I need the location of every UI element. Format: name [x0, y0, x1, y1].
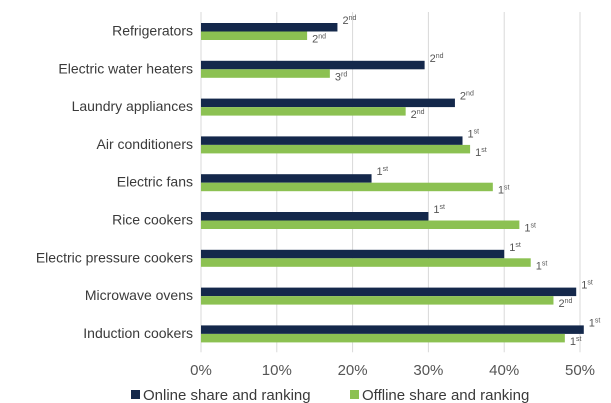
category-label: Refrigerators: [112, 23, 193, 39]
x-tick-label: 40%: [489, 362, 519, 379]
category-label: Electric pressure cookers: [36, 249, 193, 265]
legend-label-online: Online share and ranking: [143, 387, 311, 403]
rank-label-offline: 2nd: [558, 298, 572, 310]
rank-label-online: 2nd: [460, 91, 474, 103]
category-labels: Refrigerators Electric water heaters Laund…: [36, 23, 193, 341]
category-label: Electric water heaters: [58, 60, 193, 76]
rank-label-offline: 1st: [498, 185, 510, 197]
legend-swatch-offline: [350, 390, 359, 399]
category-label: Rice cookers: [112, 212, 193, 228]
bar-online: [201, 60, 425, 70]
bars: [201, 23, 584, 343]
rank-label-online: 1st: [468, 128, 480, 140]
rank-label-offline: 1st: [570, 336, 582, 348]
bar-offline: [201, 31, 308, 40]
bar-online: [201, 325, 584, 334]
category-label: Microwave ovens: [85, 287, 193, 303]
x-tick-label: 10%: [262, 362, 292, 379]
category-label: Induction cookers: [83, 325, 193, 341]
rank-label-online: 1st: [433, 204, 445, 216]
rank-label-offline: 1st: [475, 147, 487, 159]
rank-label-offline: 3rd: [335, 71, 347, 83]
bar-online: [201, 212, 429, 221]
rank-label-online: 2nd: [342, 15, 356, 27]
bar-online: [201, 249, 505, 259]
rank-labels: 2nd2nd2nd3rd2nd2nd1st1st1st1st1st1st1st1…: [312, 15, 600, 348]
bar-offline: [201, 69, 330, 78]
bar-offline: [201, 220, 520, 229]
rank-label-offline: 2nd: [411, 109, 425, 121]
legend-label-offline: Offline share and ranking: [362, 387, 529, 403]
rank-label-online: 1st: [377, 166, 389, 178]
bar-offline: [201, 333, 565, 343]
legend: Online share and ranking Offline share a…: [131, 387, 529, 403]
category-label: Laundry appliances: [72, 98, 193, 114]
category-label: Electric fans: [117, 174, 193, 190]
legend-swatch-online: [131, 390, 140, 399]
x-axis-tick-labels: 0% 10% 20% 30% 40% 50%: [190, 362, 595, 379]
rank-label-online: 1st: [581, 280, 593, 292]
rank-label-online: 2nd: [430, 53, 444, 65]
rank-label-offline: 1st: [536, 260, 548, 272]
rank-label-offline: 2nd: [312, 34, 326, 46]
bar-offline: [201, 182, 493, 192]
bar-offline: [201, 107, 406, 116]
bar-online: [201, 174, 372, 183]
rank-label-online: 1st: [589, 317, 601, 329]
bar-online: [201, 287, 577, 297]
rank-label-online: 1st: [509, 242, 521, 254]
bar-offline: [201, 258, 531, 267]
x-tick-label: 0%: [190, 362, 212, 379]
bar-online: [201, 23, 338, 32]
bar-online: [201, 98, 455, 108]
bar-online: [201, 136, 463, 145]
x-tick-label: 50%: [565, 362, 595, 379]
bar-offline: [201, 144, 471, 154]
category-label: Air conditioners: [97, 136, 194, 152]
x-tick-label: 30%: [413, 362, 443, 379]
x-tick-label: 20%: [338, 362, 368, 379]
rank-label-offline: 1st: [524, 223, 536, 235]
bar-offline: [201, 296, 554, 305]
